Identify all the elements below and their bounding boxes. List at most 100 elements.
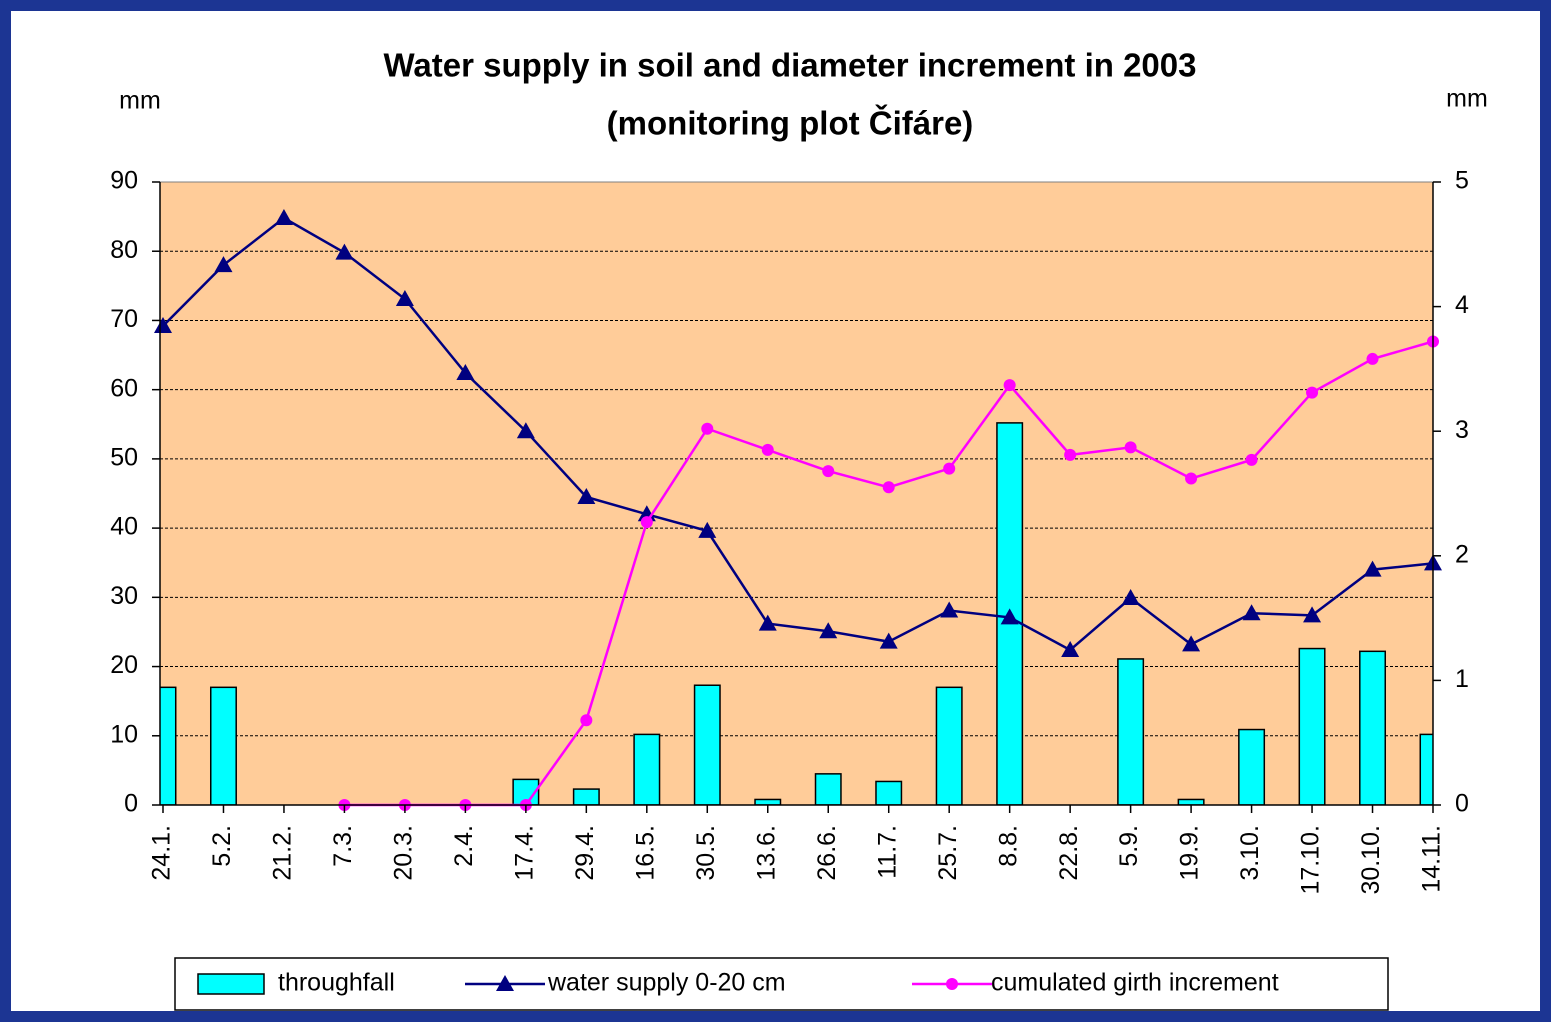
legend <box>174 957 1389 1011</box>
x-tick-label: 17.10. <box>1297 825 1325 895</box>
y-tick-label: 70 <box>110 305 138 333</box>
bar <box>814 773 842 805</box>
line <box>162 216 1434 652</box>
marker <box>1061 640 1080 657</box>
marker <box>822 465 835 478</box>
x-tick-label: 2.4. <box>450 825 478 867</box>
bar <box>572 788 600 805</box>
legend-label: water supply 0-20 cm <box>547 969 786 997</box>
y2-tick-label: 2 <box>1455 540 1469 568</box>
y-tick-label: 10 <box>110 720 138 748</box>
y-axis-label: mm <box>119 87 161 115</box>
marker <box>1366 352 1379 365</box>
marker <box>1303 606 1322 623</box>
bar <box>209 686 237 805</box>
x-tick-label: 5.9. <box>1115 825 1143 867</box>
y2-tick-label: 3 <box>1455 416 1469 444</box>
bar <box>1359 650 1387 805</box>
x-tick-label: 14.11. <box>1418 825 1446 893</box>
y-tick-label: 0 <box>124 790 138 818</box>
x-tick-label: 13.6. <box>752 825 780 881</box>
bar <box>1419 733 1433 805</box>
bar <box>1177 798 1205 805</box>
bar <box>1238 728 1266 805</box>
marker <box>1185 472 1198 485</box>
marker <box>395 289 414 306</box>
y-tick-label: 30 <box>110 582 138 610</box>
y2-tick-label: 1 <box>1455 665 1469 693</box>
bar <box>935 686 963 805</box>
bar <box>875 780 903 805</box>
plot-area <box>160 182 1433 805</box>
x-tick-label: 5.2. <box>208 825 236 867</box>
x-tick-label: 16.5. <box>631 825 659 881</box>
legend-swatch <box>197 973 265 995</box>
marker <box>214 256 233 273</box>
marker <box>577 487 596 504</box>
bar <box>693 684 721 805</box>
x-tick-label: 29.4. <box>571 825 599 881</box>
marker <box>943 462 956 475</box>
x-tick-label: 3.10. <box>1236 825 1264 881</box>
bar <box>633 733 661 805</box>
x-tick-label: 24.1. <box>148 825 176 881</box>
y-tick-label: 40 <box>110 513 138 541</box>
chart-subtitle: (monitoring plot Čifáre) <box>607 104 974 142</box>
marker <box>882 481 895 494</box>
y2-tick-label: 0 <box>1455 790 1469 818</box>
marker <box>274 208 293 225</box>
marker <box>1000 608 1019 625</box>
x-tick-label: 22.8. <box>1055 825 1083 881</box>
y-tick-label: 50 <box>110 443 138 471</box>
marker <box>698 521 717 538</box>
marker <box>640 516 653 529</box>
marker <box>701 422 714 435</box>
x-tick-label: 8.8. <box>994 825 1022 867</box>
x-tick-label: 7.3. <box>329 825 357 867</box>
marker <box>1124 441 1137 454</box>
y-tick-label: 60 <box>110 374 138 402</box>
marker <box>580 714 593 727</box>
marker <box>335 243 354 260</box>
marker <box>154 316 172 333</box>
marker <box>879 632 898 649</box>
marker <box>1003 379 1016 392</box>
y-tick-label: 20 <box>110 651 138 679</box>
x-tick-label: 30.5. <box>692 825 720 881</box>
marker <box>456 364 475 381</box>
x-tick-label: 25.7. <box>934 825 962 881</box>
x-tick-label: 17.4. <box>510 825 538 881</box>
marker <box>1306 386 1319 399</box>
x-tick-label: 30.10. <box>1357 825 1385 895</box>
x-tick-label: 19.9. <box>1176 825 1204 881</box>
marker <box>761 443 774 456</box>
bar <box>1298 647 1326 805</box>
legend-label: throughfall <box>278 969 395 997</box>
marker <box>819 622 838 639</box>
y-tick-label: 90 <box>110 167 138 195</box>
x-tick-label: 20.3. <box>390 825 418 881</box>
marker <box>940 601 959 618</box>
marker <box>1242 604 1261 621</box>
y2-tick-label: 5 <box>1455 167 1469 195</box>
y2-axis-label: mm <box>1446 85 1488 113</box>
marker <box>1182 635 1201 652</box>
marker <box>758 614 777 631</box>
legend-marker <box>496 975 514 991</box>
marker <box>1363 560 1382 577</box>
marker <box>1245 453 1258 466</box>
x-tick-label: 21.2. <box>269 825 297 881</box>
marker <box>516 422 535 439</box>
y2-tick-label: 4 <box>1455 291 1469 319</box>
marker <box>1064 448 1077 461</box>
legend-label: cumulated girth increment <box>991 969 1279 997</box>
x-tick-label: 11.7. <box>873 825 901 879</box>
x-tick-label: 26.6. <box>813 825 841 881</box>
bar <box>996 422 1024 805</box>
chart-title: Water supply in soil and diameter increm… <box>383 47 1196 84</box>
y-tick-label: 80 <box>110 236 138 264</box>
legend-marker <box>946 978 958 990</box>
bar <box>1117 658 1145 805</box>
marker <box>1121 589 1140 606</box>
